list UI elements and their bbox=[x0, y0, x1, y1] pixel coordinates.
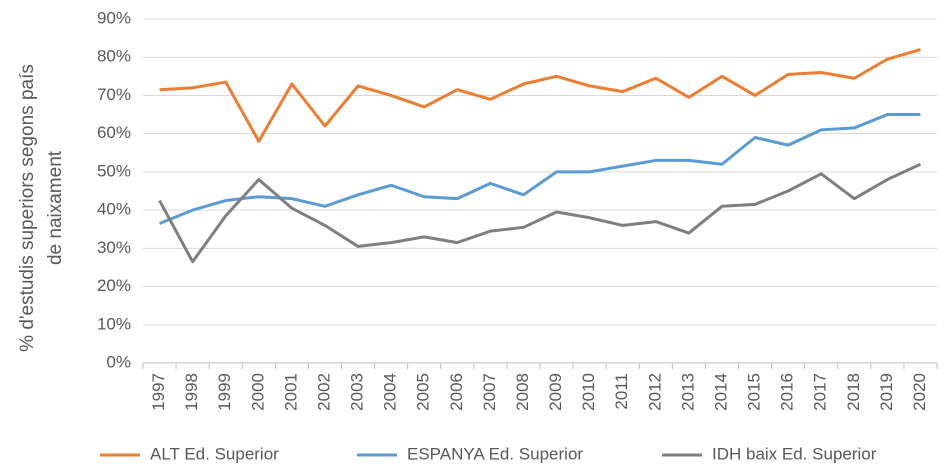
y-axis-title: % d'estudis superiors segons país bbox=[17, 64, 38, 352]
x-tick-label: 1998 bbox=[182, 373, 201, 411]
x-tick-label: 2002 bbox=[314, 373, 333, 411]
x-tick-label: 2013 bbox=[678, 373, 697, 411]
x-tick-label: 2020 bbox=[910, 373, 929, 411]
x-tick-label: 2016 bbox=[778, 373, 797, 411]
x-tick-label: 2010 bbox=[579, 373, 598, 411]
x-tick-label: 2019 bbox=[877, 373, 896, 411]
y-tick-label: 70% bbox=[97, 85, 131, 104]
x-tick-label: 1999 bbox=[215, 373, 234, 411]
y-tick-label: 30% bbox=[97, 238, 131, 257]
y-axis-title: de naixament bbox=[45, 150, 66, 265]
legend-label: ESPANYA Ed. Superior bbox=[407, 444, 583, 463]
x-tick-label: 2012 bbox=[645, 373, 664, 411]
x-tick-label: 2011 bbox=[612, 373, 631, 410]
x-tick-label: 2004 bbox=[381, 373, 400, 411]
series-line bbox=[159, 48, 921, 143]
x-tick-label: 2017 bbox=[811, 373, 830, 411]
y-tick-label: 40% bbox=[97, 200, 131, 219]
x-tick-label: 2000 bbox=[248, 373, 267, 411]
legend-label: ALT Ed. Superior bbox=[150, 444, 279, 463]
x-tick-label: 2003 bbox=[348, 373, 367, 411]
x-tick-label: 2018 bbox=[844, 373, 863, 411]
x-tick-label: 2007 bbox=[480, 373, 499, 411]
x-tick-label: 1997 bbox=[149, 373, 168, 411]
x-tick-label: 2014 bbox=[711, 373, 730, 411]
y-tick-label: 10% bbox=[97, 314, 131, 333]
series-line bbox=[158, 162, 922, 264]
x-tick-label: 2001 bbox=[281, 373, 300, 411]
x-tick-label: 2005 bbox=[414, 373, 433, 411]
y-tick-label: 60% bbox=[97, 123, 131, 142]
series-line bbox=[158, 113, 921, 225]
y-tick-label: 80% bbox=[97, 47, 131, 66]
y-tick-label: 50% bbox=[97, 161, 131, 180]
x-tick-label: 2009 bbox=[546, 373, 565, 411]
x-tick-label: 2006 bbox=[447, 373, 466, 411]
legend-label: IDH baix Ed. Superior bbox=[712, 444, 877, 463]
y-tick-label: 90% bbox=[97, 8, 131, 27]
y-tick-label: 0% bbox=[106, 352, 131, 371]
x-tick-label: 2008 bbox=[513, 373, 532, 411]
y-tick-label: 20% bbox=[97, 276, 131, 295]
x-tick-label: 2015 bbox=[745, 373, 764, 411]
